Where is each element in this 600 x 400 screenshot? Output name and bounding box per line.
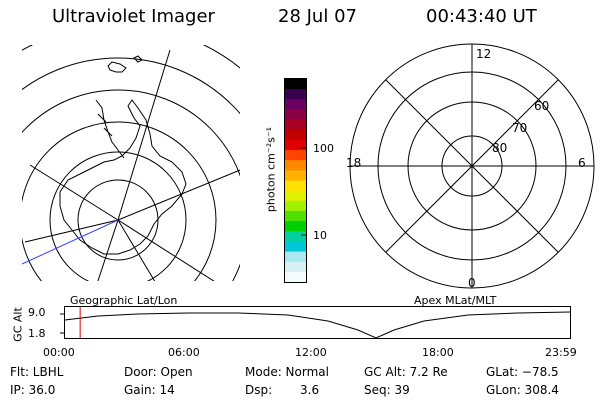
colorbar-frame xyxy=(284,78,307,283)
colorbar-segment xyxy=(285,139,306,151)
timeline-x-tick-0600: 06:00 xyxy=(168,346,200,359)
colorbar-segment xyxy=(285,271,306,283)
colorbar-unit-container: photon cm⁻²s⁻¹ xyxy=(264,95,278,245)
colorbar-segment xyxy=(285,119,306,131)
gc-alt-readout: GC Alt: 7.2 Re xyxy=(364,365,448,379)
colorbar-segment xyxy=(285,170,306,182)
timeline-y-axis-title: GC Alt xyxy=(11,307,25,342)
mlt-label-0: 0 xyxy=(468,276,476,290)
filter-readout: Flt: LBHL xyxy=(10,365,64,379)
colorbar-segment xyxy=(285,89,306,100)
colorbar-segment xyxy=(285,150,306,161)
colorbar-segment xyxy=(285,79,306,90)
sequence-readout: Seq: 39 xyxy=(364,383,410,397)
timeline-x-tick-2359: 23:59 xyxy=(545,346,577,359)
peninsula-coastline xyxy=(95,99,125,159)
colorbar-segment xyxy=(285,160,306,171)
latitude-circles xyxy=(22,45,240,281)
instrument-title: Ultraviolet Imager xyxy=(52,6,215,27)
observation-time: 00:43:40 UT xyxy=(426,6,537,27)
geo-latitude-readout: GLat: −78.5 xyxy=(486,365,559,379)
island-coastline-2 xyxy=(133,55,143,63)
satellite-ground-track xyxy=(21,219,119,265)
mode-readout: Mode: Normal xyxy=(245,365,329,379)
timeline-plot xyxy=(60,306,571,339)
colorbar xyxy=(284,78,307,283)
longitude-lines xyxy=(24,49,240,281)
colorbar-tick-label-10: 10 xyxy=(313,229,327,242)
mlt-label-12: 12 xyxy=(476,47,491,61)
colorbar-tick-label-100: 100 xyxy=(313,142,334,155)
colorbar-unit-label: photon cm⁻²s⁻¹ xyxy=(264,126,278,213)
geo-longitude-readout: GLon: 308.4 xyxy=(486,383,559,397)
colorbar-segment xyxy=(285,210,306,222)
antarctica-coastline xyxy=(59,99,187,255)
timeline-frame xyxy=(64,306,571,339)
dsp-value: 3.6 xyxy=(300,383,320,397)
apex-map-caption: Apex MLat/MLT xyxy=(414,294,497,307)
mlat-label-70: 70 xyxy=(512,121,527,135)
colorbar-segment xyxy=(285,251,306,263)
island-coastline xyxy=(107,61,127,73)
mlt-label-6: 6 xyxy=(578,156,586,170)
timeline-x-tick-0000: 00:00 xyxy=(43,346,75,359)
colorbar-segment xyxy=(285,99,306,111)
geographic-map xyxy=(21,45,240,281)
colorbar-segment xyxy=(285,231,306,242)
timeline-y-tick-high: 9.0 xyxy=(28,306,46,319)
mlt-polar-grid: 80 70 60 12 18 6 0 xyxy=(346,43,595,290)
colorbar-segment xyxy=(285,180,306,192)
mlt-label-18: 18 xyxy=(346,156,361,170)
colorbar-segment xyxy=(285,261,306,273)
colorbar-segments xyxy=(285,79,306,283)
timeline-y-tick-low: 1.8 xyxy=(28,327,46,340)
mlt-diagonal-2 xyxy=(385,79,559,253)
orbit-altitude-curve xyxy=(64,311,571,339)
colorbar-segment xyxy=(285,129,306,141)
timeline-x-tick-1800: 18:00 xyxy=(422,346,454,359)
mlat-label-60: 60 xyxy=(534,99,549,113)
observation-date: 28 Jul 07 xyxy=(278,6,357,27)
gain-readout: Gain: 14 xyxy=(124,383,175,397)
door-readout: Door: Open xyxy=(124,365,193,379)
colorbar-segment xyxy=(285,241,306,253)
colorbar-segment xyxy=(285,221,306,232)
ip-readout: IP: 36.0 xyxy=(10,383,56,397)
colorbar-segment xyxy=(285,200,306,212)
colorbar-segment xyxy=(285,109,306,121)
dsp-label: Dsp: xyxy=(245,383,273,397)
geographic-map-caption: Geographic Lat/Lon xyxy=(70,294,178,307)
timeline-x-tick-1200: 12:00 xyxy=(295,346,327,359)
colorbar-segment xyxy=(285,190,306,202)
mlat-label-80: 80 xyxy=(492,141,507,155)
